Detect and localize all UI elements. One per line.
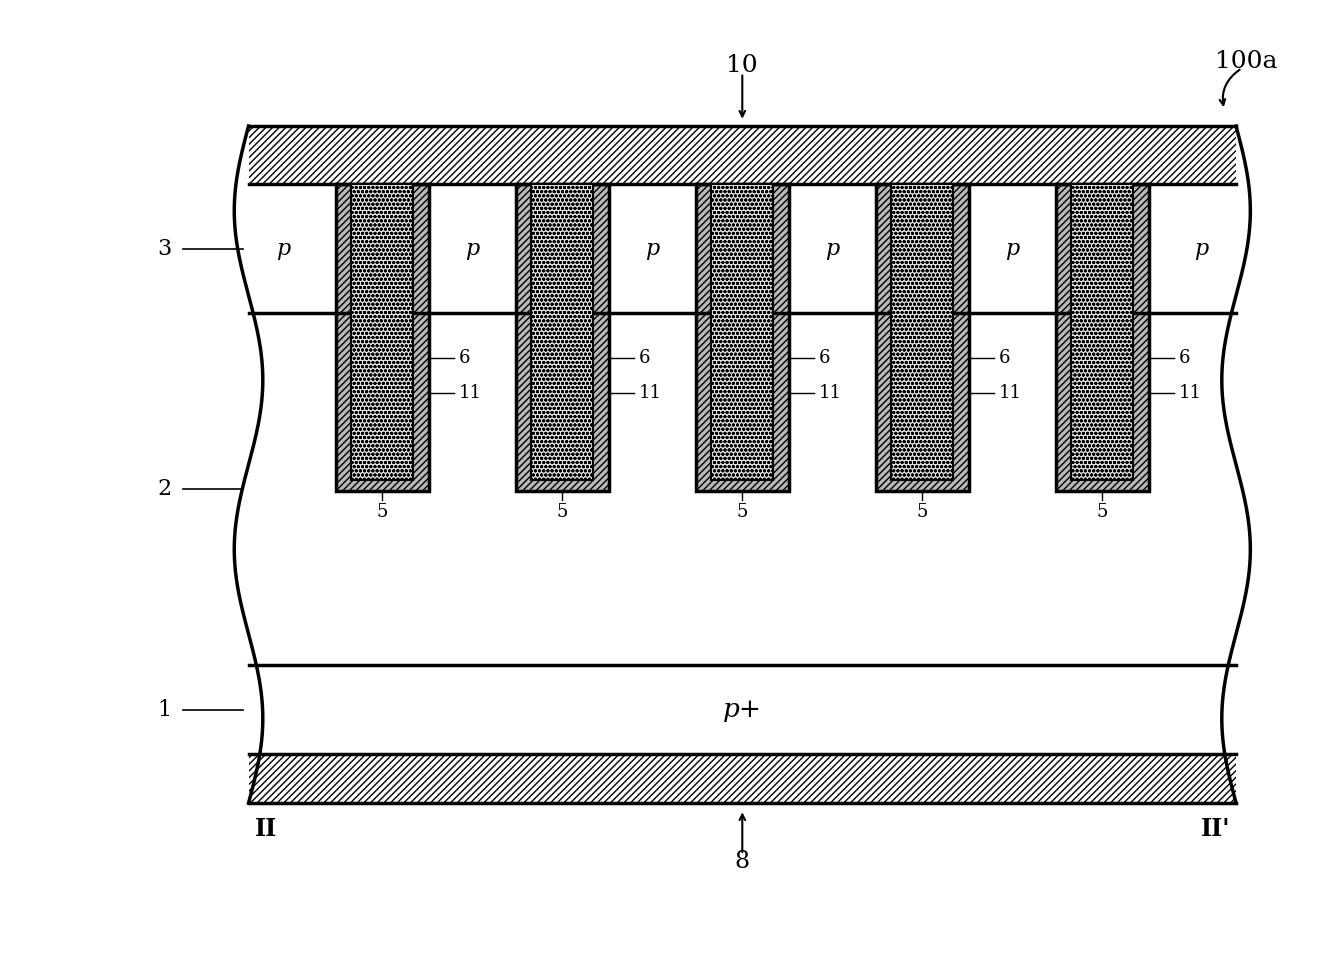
Bar: [352, 184, 412, 480]
Text: 100a: 100a: [1215, 51, 1277, 74]
Text: 6: 6: [1179, 349, 1190, 367]
Text: 5: 5: [1097, 503, 1108, 521]
Text: 6: 6: [459, 349, 469, 367]
Text: 10: 10: [727, 54, 758, 77]
Bar: [516, 184, 608, 491]
Text: II': II': [1200, 816, 1229, 840]
Text: p: p: [1005, 238, 1019, 260]
Text: 11: 11: [998, 384, 1022, 402]
Text: p: p: [1194, 238, 1208, 260]
Text: 6: 6: [639, 349, 650, 367]
Text: 5: 5: [736, 503, 748, 521]
Text: 5: 5: [377, 503, 387, 521]
Bar: [249, 754, 1236, 803]
Text: 6: 6: [818, 349, 830, 367]
Text: p: p: [465, 238, 480, 260]
Bar: [1071, 184, 1133, 480]
Text: 11: 11: [639, 384, 661, 402]
Text: 11: 11: [818, 384, 841, 402]
Text: 8: 8: [735, 850, 750, 873]
Text: p+: p+: [723, 697, 761, 722]
Bar: [249, 126, 1236, 803]
Text: p: p: [276, 238, 291, 260]
Text: 6: 6: [998, 349, 1010, 367]
Text: p: p: [645, 238, 660, 260]
Bar: [891, 184, 953, 480]
Bar: [711, 184, 773, 480]
Text: II: II: [254, 816, 276, 840]
Text: p: p: [825, 238, 839, 260]
Bar: [336, 184, 428, 491]
Text: 11: 11: [1179, 384, 1202, 402]
Bar: [531, 184, 594, 480]
Bar: [1056, 184, 1149, 491]
Text: 5: 5: [916, 503, 928, 521]
Text: 2: 2: [157, 478, 172, 500]
Text: 1: 1: [157, 698, 172, 720]
Bar: [695, 184, 789, 491]
Text: 3: 3: [157, 238, 172, 260]
Text: 5: 5: [557, 503, 568, 521]
Bar: [249, 126, 1236, 184]
Text: 11: 11: [459, 384, 481, 402]
Bar: [876, 184, 969, 491]
Text: n−: n−: [726, 465, 759, 487]
